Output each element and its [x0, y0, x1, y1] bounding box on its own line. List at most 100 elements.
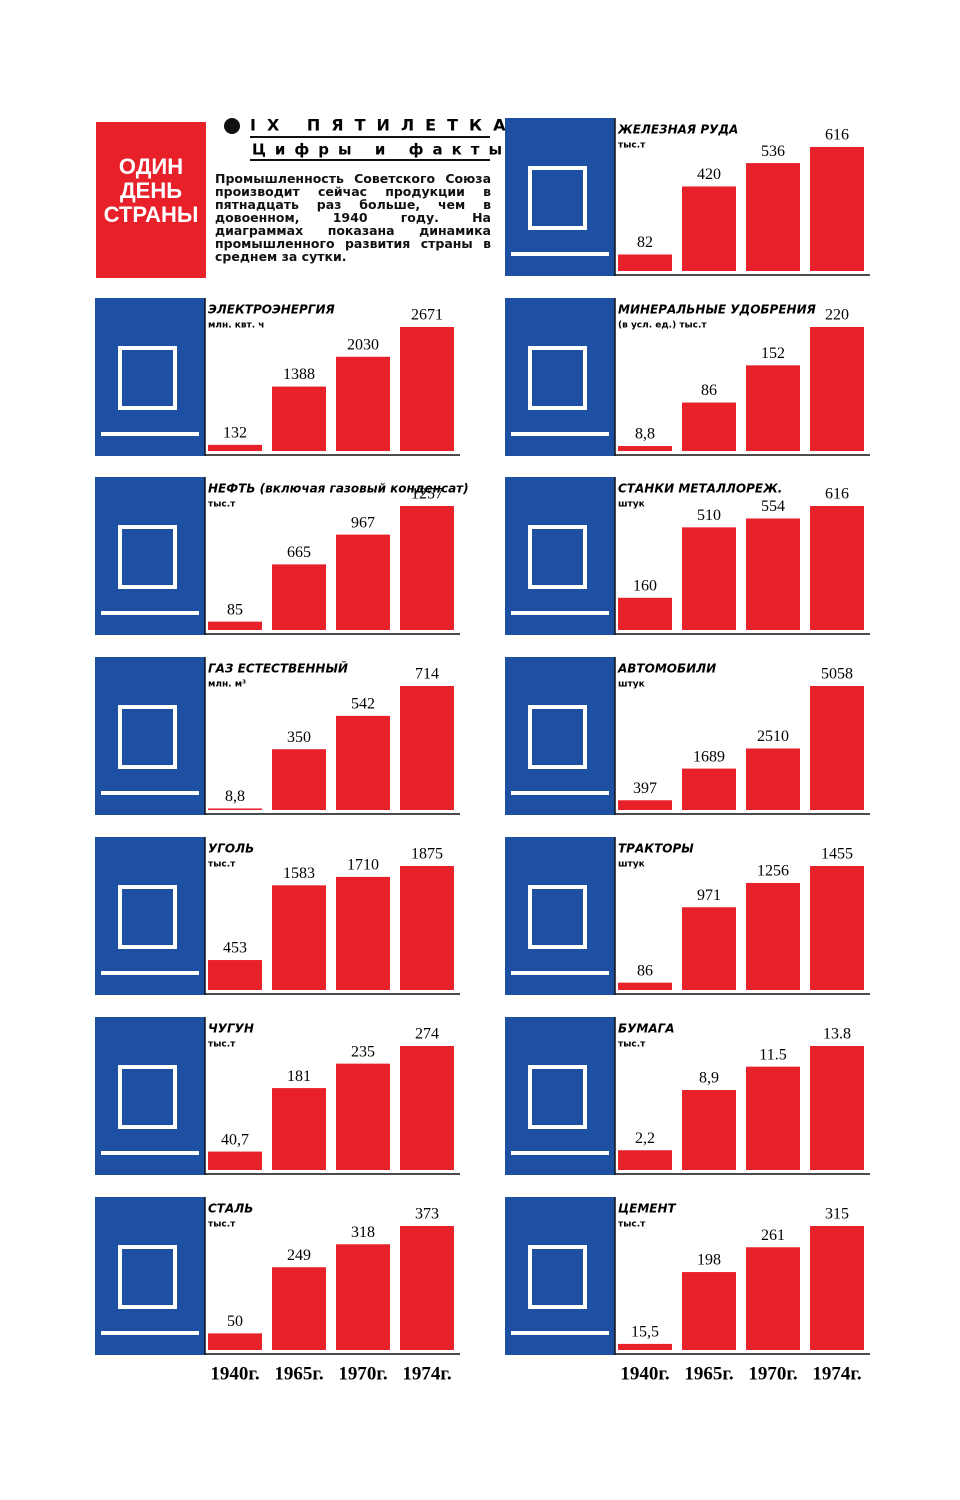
- chart-title: БУМАГА: [618, 1022, 675, 1036]
- value-label: 453: [223, 940, 247, 957]
- bar: [272, 1267, 326, 1350]
- bar: [336, 715, 390, 810]
- bar: [400, 506, 454, 630]
- bar: [208, 1333, 262, 1350]
- chart-subtitle: тыс.т: [208, 500, 236, 510]
- value-label: 15,5: [631, 1324, 659, 1341]
- bullet: [224, 118, 240, 134]
- x-tick-label: 1940г.: [210, 1363, 259, 1384]
- bar: [618, 1150, 672, 1170]
- x-tick-label: 1940г.: [620, 1363, 669, 1384]
- bar: [810, 1226, 864, 1350]
- icon-shape: [118, 346, 177, 410]
- icon-shape: [528, 1065, 587, 1129]
- x-tick-label: 1965г.: [274, 1363, 323, 1384]
- icon-shape: [118, 705, 177, 769]
- bar: [810, 147, 864, 271]
- value-label: 181: [287, 1068, 311, 1085]
- bar: [682, 402, 736, 451]
- bar: [746, 748, 800, 810]
- chart-title: ЭЛЕКТРОЭНЕРГИЯ: [208, 303, 335, 317]
- value-label: 8,8: [635, 426, 655, 443]
- chart-title: ГАЗ ЕСТЕСТВЕННЫЙ: [208, 661, 348, 676]
- badge-line: ОДИН: [119, 154, 183, 179]
- bar: [746, 518, 800, 630]
- intro-text: Промышленность Советского Союза производ…: [215, 171, 491, 264]
- value-label: 2,2: [635, 1130, 655, 1147]
- bar: [682, 1090, 736, 1170]
- chart-title: НЕФТЬ (включая газовый конденсат): [208, 482, 469, 496]
- icon-bg: [505, 837, 615, 995]
- value-label: 542: [351, 696, 375, 713]
- chart-subtitle: тыс.т: [618, 1220, 646, 1230]
- value-label: 1689: [693, 748, 725, 765]
- value-label: 616: [825, 127, 849, 144]
- badge-line: СТРАНЫ: [104, 202, 199, 227]
- bar: [272, 749, 326, 810]
- value-label: 510: [697, 507, 721, 524]
- chart-subtitle: штук: [618, 680, 645, 690]
- value-label: 714: [415, 666, 439, 683]
- icon-bg: [95, 1197, 205, 1355]
- value-label: 2671: [411, 307, 443, 324]
- value-label: 160: [633, 577, 657, 594]
- chart-subtitle: тыс.т: [208, 1220, 236, 1230]
- bar: [400, 866, 454, 990]
- icon-bg: [505, 298, 615, 456]
- icon-bg: [95, 298, 205, 456]
- icon-bg: [95, 837, 205, 995]
- chart-title: ЧУГУН: [208, 1022, 254, 1036]
- value-label: 249: [287, 1247, 311, 1264]
- section-subtitle: Цифры и факты: [252, 141, 511, 159]
- value-label: 1710: [347, 857, 379, 874]
- bar: [810, 866, 864, 990]
- chart-title: СТАЛЬ: [208, 1202, 253, 1216]
- value-label: 554: [761, 498, 785, 515]
- bar: [746, 1247, 800, 1350]
- bar: [208, 808, 262, 810]
- value-label: 8,8: [225, 788, 245, 805]
- icon-bg: [505, 657, 615, 815]
- bar: [746, 1066, 800, 1170]
- value-label: 1256: [757, 863, 789, 880]
- chart-subtitle: тыс.т: [618, 141, 646, 151]
- bar: [746, 365, 800, 451]
- icon-bg: [95, 657, 205, 815]
- chart-subtitle: тыс.т: [208, 860, 236, 870]
- bar: [208, 960, 262, 990]
- bar: [746, 163, 800, 271]
- bar: [208, 444, 262, 451]
- value-label: 1583: [283, 865, 315, 882]
- icon-bg: [95, 1017, 205, 1175]
- bar: [208, 621, 262, 630]
- chart-title: СТАНКИ МЕТАЛЛОРЕЖ.: [618, 482, 782, 496]
- bar: [682, 527, 736, 630]
- value-label: 318: [351, 1224, 375, 1241]
- bar: [618, 982, 672, 990]
- bar: [336, 876, 390, 990]
- bar: [810, 1046, 864, 1170]
- bar: [618, 1343, 672, 1350]
- bar: [618, 597, 672, 630]
- value-label: 50: [227, 1313, 243, 1330]
- bar: [336, 1063, 390, 1170]
- value-label: 85: [227, 601, 243, 618]
- value-label: 235: [351, 1043, 375, 1060]
- value-label: 274: [415, 1026, 439, 1043]
- icon-bg: [95, 477, 205, 635]
- chart-title: УГОЛЬ: [208, 842, 254, 856]
- icon-bg: [505, 477, 615, 635]
- value-label: 665: [287, 544, 311, 561]
- value-label: 132: [223, 425, 247, 442]
- badge-line: ДЕНЬ: [120, 178, 182, 203]
- icon-shape: [118, 1065, 177, 1129]
- bar: [400, 1226, 454, 1350]
- chart-subtitle: штук: [618, 860, 645, 870]
- icon-shape: [118, 1245, 177, 1309]
- chart-subtitle: тыс.т: [618, 1040, 646, 1050]
- section-title: IX ПЯТИЛЕТКА: [250, 116, 516, 135]
- bar: [336, 356, 390, 451]
- x-tick-label: 1974г.: [402, 1363, 451, 1384]
- value-label: 86: [637, 962, 653, 979]
- value-label: 86: [701, 382, 717, 399]
